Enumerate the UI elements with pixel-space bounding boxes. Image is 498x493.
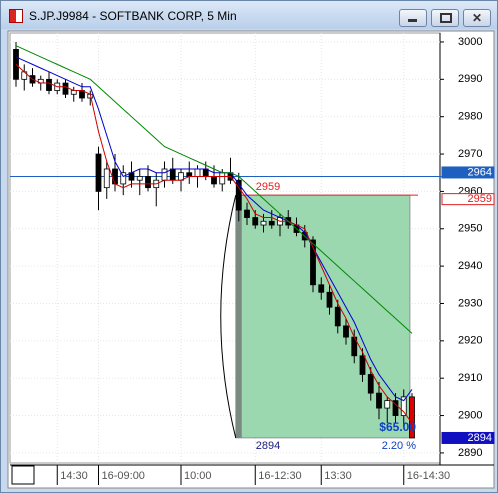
close-button[interactable]: ✕ — [463, 9, 491, 27]
candle-body — [260, 220, 267, 226]
candle-body — [103, 168, 110, 189]
candle-body — [343, 325, 349, 338]
price-box-label: 2964 — [468, 166, 492, 178]
x-tick-label: 16-09:00 — [102, 470, 145, 482]
y-tick-label: 2890 — [458, 447, 482, 459]
candle-body — [326, 291, 333, 308]
y-tick-label: 2940 — [458, 260, 482, 272]
candle-body — [136, 176, 143, 181]
price-box — [441, 431, 495, 444]
scroll-box[interactable] — [11, 465, 35, 485]
candle-body — [268, 220, 275, 226]
candle-body — [13, 49, 19, 80]
candle-body — [400, 396, 407, 416]
x-tick-label: 16-14:30 — [407, 470, 450, 482]
x-tick-label: 10:00 — [184, 470, 212, 482]
price-box — [441, 193, 495, 206]
candle-body — [310, 239, 316, 286]
moving-average — [15, 56, 413, 402]
moving-average — [15, 64, 413, 424]
candle-body — [62, 82, 69, 95]
minimize-button[interactable] — [399, 9, 427, 27]
candle-body — [211, 176, 217, 185]
candle-body — [334, 306, 341, 327]
y-tick-label: 2900 — [458, 409, 482, 421]
y-tick-label: 2910 — [458, 372, 482, 384]
window-title: S.JP.J9984 - SOFTBANK CORP, 5 Min — [29, 9, 237, 23]
x-tick-label: 14:30 — [60, 470, 88, 482]
price-box — [441, 166, 495, 179]
price-box-label: 2959 — [468, 193, 492, 205]
moving-average — [15, 45, 413, 334]
trade-shade — [235, 195, 242, 438]
title-bar: S.JP.J9984 - SOFTBANK CORP, 5 Min ✕ — [1, 1, 497, 29]
app-icon — [9, 9, 23, 23]
candle-body — [161, 168, 168, 181]
candle-body — [169, 168, 176, 181]
candle-body — [318, 284, 325, 293]
candle-body — [194, 168, 201, 177]
candle-body — [219, 172, 226, 185]
y-tick-label: 2920 — [458, 335, 482, 347]
trade-arc — [220, 195, 237, 439]
candle-body — [70, 90, 77, 95]
y-tick-label: 2980 — [458, 111, 482, 123]
x-tick-label: 16-12:30 — [258, 470, 301, 482]
profit-label: $65.00 — [379, 420, 416, 434]
candle-body — [384, 400, 391, 409]
x-tick-label: 13:30 — [324, 470, 352, 482]
candle-body — [409, 396, 415, 439]
candle-body — [145, 176, 151, 189]
candle-body — [392, 400, 399, 416]
y-tick-label: 2950 — [458, 223, 482, 235]
candle-body — [244, 209, 250, 218]
candle-body — [367, 374, 374, 394]
candle-body — [112, 168, 118, 185]
candle-body — [376, 392, 382, 409]
y-tick-label: 2990 — [458, 73, 482, 85]
y-tick-label: 2930 — [458, 297, 482, 309]
candle-body — [120, 172, 127, 185]
candle-body — [359, 355, 366, 375]
candle-body — [252, 217, 259, 226]
candle-body — [95, 153, 102, 192]
exit-label: 2894 — [256, 440, 280, 452]
price-box-label: 2894 — [468, 432, 492, 444]
candle-body — [186, 172, 193, 177]
percent-label: 2.20 % — [382, 440, 416, 452]
maximize-button[interactable] — [431, 9, 459, 27]
entry-label: 2959 — [256, 181, 280, 193]
candle-body — [235, 179, 242, 211]
candle-body — [46, 78, 52, 91]
trade-box — [235, 194, 411, 439]
y-tick-label: 2970 — [458, 148, 482, 160]
y-tick-label: 3000 — [458, 36, 482, 48]
